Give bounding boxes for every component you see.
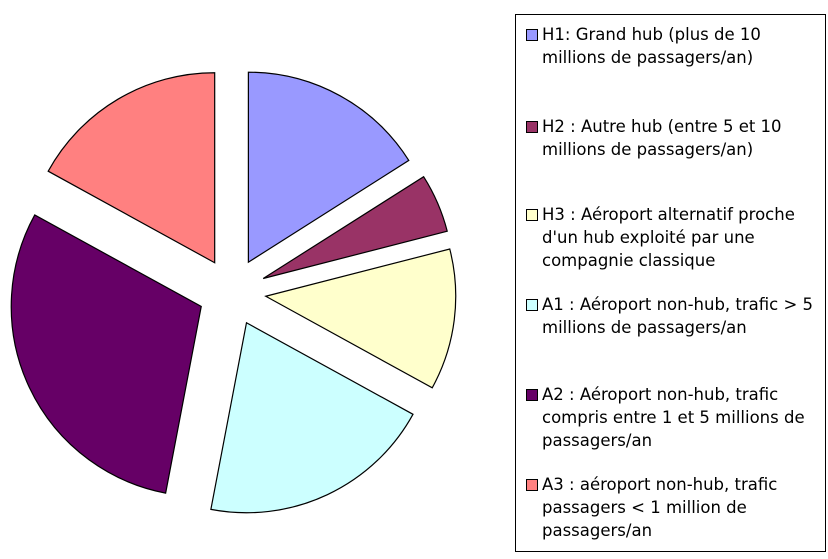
legend-label: A3 : aéroport non-hub, trafic passagers … [542, 475, 778, 540]
legend-item: A1 : Aéroport non-hub, trafic > 5 millio… [526, 293, 822, 339]
legend-item: A3 : aéroport non-hub, trafic passagers … [526, 473, 822, 542]
pie-slice [47, 72, 216, 264]
pie-slice [262, 175, 448, 280]
pie-slice [10, 214, 202, 494]
legend-label: H3 : Aéroport alternatif proche d'un hub… [542, 205, 795, 270]
legend-label: A1 : Aéroport non-hub, trafic > 5 millio… [542, 295, 814, 337]
legend-item: H2 : Autre hub (entre 5 et 10 millions d… [526, 115, 822, 161]
legend-swatch [526, 29, 538, 41]
legend-item: H3 : Aéroport alternatif proche d'un hub… [526, 203, 822, 272]
legend-swatch [526, 479, 538, 491]
legend: H1: Grand hub (plus de 10 millions de pa… [515, 14, 826, 552]
legend-item: H1: Grand hub (plus de 10 millions de pa… [526, 23, 822, 69]
legend-swatch [526, 389, 538, 401]
pie-slice [247, 71, 410, 264]
pie-slice [264, 248, 457, 389]
legend-label: H2 : Autre hub (entre 5 et 10 millions d… [542, 117, 782, 159]
legend-swatch [526, 121, 538, 133]
pie-slice [210, 321, 414, 514]
legend-label: A2 : Aéroport non-hub, trafic compris en… [542, 385, 805, 450]
legend-item: A2 : Aéroport non-hub, trafic compris en… [526, 383, 822, 452]
legend-label: H1: Grand hub (plus de 10 millions de pa… [542, 25, 761, 67]
legend-swatch [526, 209, 538, 221]
pie-area [10, 71, 457, 514]
legend-swatch [526, 299, 538, 311]
